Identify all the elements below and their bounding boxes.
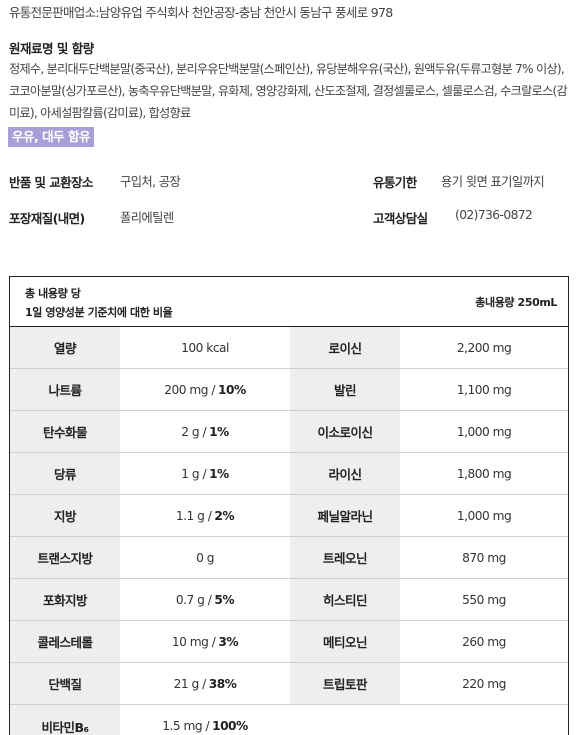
expiry-value: 용기 윗면 표기일까지 [441, 175, 545, 189]
amino-acid-amount: 870 mg [462, 550, 506, 565]
exchange-value: 구입처, 공장 [120, 175, 181, 189]
amino-acid-name: 히스티딘 [290, 579, 400, 620]
packaging-label: 포장재질(내면) [9, 211, 85, 226]
amino-acid-name: 페닐알라닌 [290, 495, 400, 536]
nutrient-name: 단백질 [10, 663, 120, 704]
nutrient-amount: 200 mg / [164, 382, 216, 397]
nutrient-value-cell: 200 mg /10% [120, 369, 290, 410]
amino-acid-amount: 2,200 mg [456, 340, 512, 355]
distributor-info: 유통전문판매업소:남양유업 주식회사 천안공장-충남 천안시 동남구 풍세로 9… [9, 5, 393, 20]
nutrition-row: 지방 1.1 g /2% 페닐알라닌 1,000 mg [10, 495, 568, 537]
ingredients-text: 정제수, 분리대두단백분말(중국산), 분리우유단백분말(스페인산), 유당분해… [9, 62, 568, 120]
nutrient-amount: 10 mg / [171, 634, 216, 649]
consult-label: 고객상담실 [373, 211, 428, 226]
nutrient-amount: 2 g / [181, 424, 207, 439]
nutrient-amount: 1.1 g / [175, 508, 212, 523]
nutrient-daily-percent: 1% [209, 424, 229, 439]
nutrition-rows: 열량 100 kcal 로이신 2,200 mg 나트륨 200 mg /10% 발린 1,1… [10, 327, 568, 735]
nutrient-amount: 21 g / [173, 676, 207, 691]
exchange-label: 반품 및 교환장소 [9, 175, 93, 190]
nutrient-amount: 0.7 g / [175, 592, 212, 607]
ingredients-heading: 원재료명 및 함량 [9, 41, 94, 56]
amino-acid-name: 메티오닌 [290, 621, 400, 662]
nutrition-row: 포화지방 0.7 g /5% 히스티딘 550 mg [10, 579, 568, 621]
nutrient-value-cell: 0 g [120, 537, 290, 578]
packaging-value: 폴리에틸렌 [120, 211, 174, 225]
nutrition-row: 트랜스지방 0 g 트레오닌 870 mg [10, 537, 568, 579]
nutrient-name: 비타민B₆ [10, 705, 120, 735]
nutrient-value-cell: 100 kcal [120, 327, 290, 368]
amino-acid-amount: 1,000 mg [456, 508, 512, 523]
amino-acid-name: 로이신 [290, 327, 400, 368]
nutrition-row: 탄수화물 2 g /1% 이소로이신 1,000 mg [10, 411, 568, 453]
amino-acid-name: 발린 [290, 369, 400, 410]
amino-acid-amount [400, 705, 568, 735]
nutrition-row: 열량 100 kcal 로이신 2,200 mg [10, 327, 568, 369]
nutrient-value-cell: 10 mg /3% [120, 621, 290, 662]
nutrient-amount: 0 g [196, 550, 214, 565]
nutrition-row: 단백질 21 g /38% 트립토판 220 mg [10, 663, 568, 705]
amino-acid-amount: 550 mg [462, 592, 506, 607]
nutrition-header: 총 내용량 당 1일 영양성분 기준치에 대한 비율 총내용량 250mL [10, 277, 568, 327]
nutrition-row: 비타민B₆ 1.5 mg /100% [10, 705, 568, 735]
nutrient-value-cell: 1 g /1% [120, 453, 290, 494]
nutrition-header-volume: 총내용량 250mL [475, 296, 557, 309]
nutrient-name: 콜레스테롤 [10, 621, 120, 662]
nutrient-value-cell: 1.5 mg /100% [120, 705, 290, 735]
amino-acid-amount: 260 mg [462, 634, 506, 649]
expiry-label: 유통기한 [373, 175, 417, 190]
nutrient-value-cell: 0.7 g /5% [120, 579, 290, 620]
nutrient-daily-percent: 5% [214, 592, 235, 607]
nutrient-name: 탄수화물 [10, 411, 120, 452]
amino-acid-name: 트립토판 [290, 663, 400, 704]
nutrient-daily-percent: 3% [218, 634, 239, 649]
nutrient-daily-percent: 10% [218, 382, 246, 397]
nutrient-amount: 1.5 mg / [162, 719, 210, 733]
amino-acid-amount: 1,100 mg [456, 382, 512, 397]
nutrition-row: 당류 1 g /1% 라이신 1,800 mg [10, 453, 568, 495]
consult-value: (02)736-0872 [455, 208, 533, 222]
nutrient-name: 열량 [10, 327, 120, 368]
amino-acid-amount: 1,000 mg [456, 424, 512, 439]
amino-acid-name: 트레오닌 [290, 537, 400, 578]
nutrient-value-cell: 1.1 g /2% [120, 495, 290, 536]
nutrient-daily-percent: 100% [212, 719, 248, 733]
nutrient-value-cell: 21 g /38% [120, 663, 290, 704]
nutrient-amount: 1 g / [181, 466, 207, 481]
amino-acid-name: 라이신 [290, 453, 400, 494]
nutrient-value-cell: 2 g /1% [120, 411, 290, 452]
nutrition-header-line2: 1일 영양성분 기준치에 대한 비율 [25, 306, 173, 319]
amino-acid-amount: 1,800 mg [456, 466, 512, 481]
nutrient-name: 트랜스지방 [10, 537, 120, 578]
amino-acid-amount: 220 mg [462, 676, 506, 691]
nutrient-amount: 100 kcal [181, 340, 229, 355]
allergen-badge: 우유, 대두 함유 [8, 127, 94, 147]
nutrient-daily-percent: 2% [214, 508, 235, 523]
nutrient-name: 포화지방 [10, 579, 120, 620]
nutrition-row: 나트륨 200 mg /10% 발린 1,100 mg [10, 369, 568, 411]
nutrient-name: 지방 [10, 495, 120, 536]
nutrient-daily-percent: 38% [208, 676, 237, 691]
nutrient-daily-percent: 1% [209, 466, 229, 481]
nutrient-name: 나트륨 [10, 369, 120, 410]
nutrient-name: 당류 [10, 453, 120, 494]
amino-acid-name: 이소로이신 [290, 411, 400, 452]
nutrition-table: 총 내용량 당 1일 영양성분 기준치에 대한 비율 총내용량 250mL 열량… [9, 276, 569, 735]
amino-acid-name [290, 705, 400, 735]
nutrition-row: 콜레스테롤 10 mg /3% 메티오닌 260 mg [10, 621, 568, 663]
nutrition-header-line1: 총 내용량 당 [25, 287, 81, 300]
